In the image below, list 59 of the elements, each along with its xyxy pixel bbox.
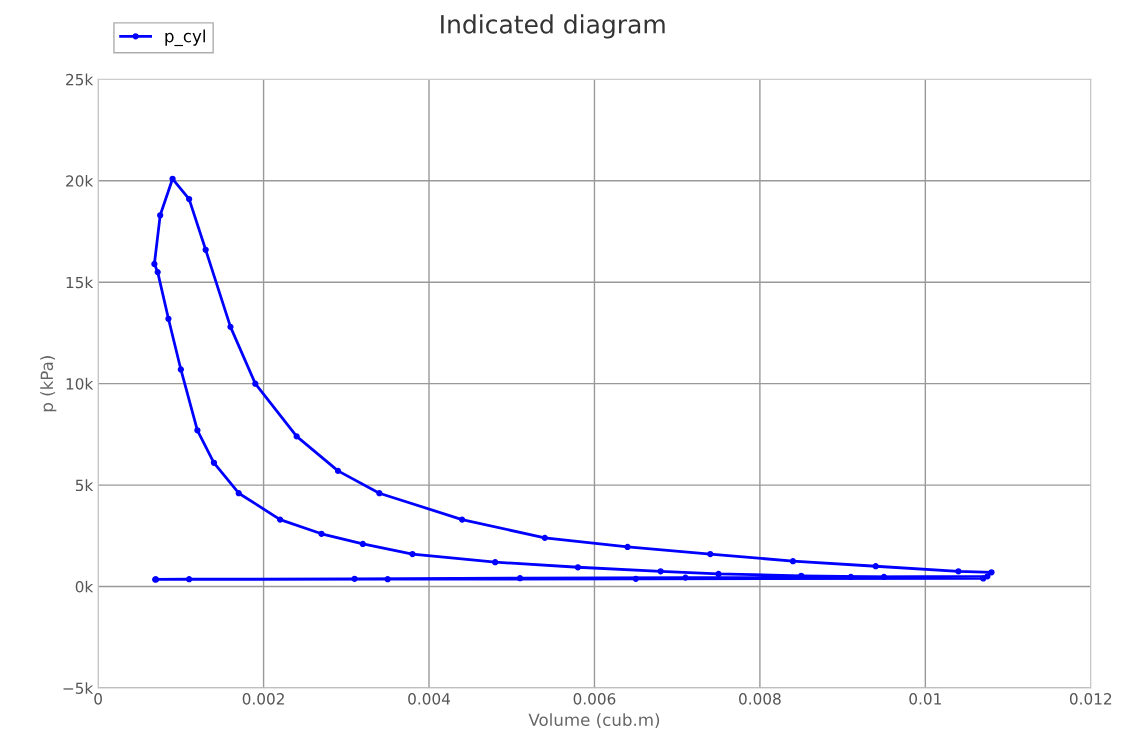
x-tick-label: 0 [94,693,102,705]
x-tick-label: 0.012 [1069,693,1112,705]
x-tick-label: 0.008 [739,693,781,705]
point [351,575,358,582]
point [359,540,366,548]
point [847,573,855,581]
y-tick-label: 15k [66,276,94,289]
legend-label: p_cyl [165,29,205,47]
chart-title: Indicated diagram [441,14,665,39]
point [409,550,416,558]
point [165,315,172,322]
point [227,323,234,330]
point [202,246,209,253]
point [624,543,631,551]
point [169,175,176,182]
point [458,516,466,523]
point [715,570,722,578]
y-tick-label: 20k [66,175,94,187]
y-tick-label: 25k [66,73,94,86]
point [252,380,259,387]
point [157,212,164,219]
x-tick-label: 0.006 [573,693,616,705]
point [492,559,499,566]
point [276,516,284,523]
point [151,260,158,268]
point [707,550,714,558]
point [955,568,962,575]
point [880,573,888,581]
point [384,576,391,583]
point [574,564,582,571]
y-axis-title: p (kPa) [40,356,57,412]
point [376,490,383,497]
point [516,575,524,582]
point [789,558,797,565]
x-tick-label: 0.004 [408,693,451,705]
point [186,576,193,583]
point [872,563,879,570]
y-tick-label: 5k [75,479,94,492]
point [682,574,689,581]
point [334,467,342,475]
x-tick-label: 0.002 [242,693,284,705]
y-tick-label: 0k [75,580,94,593]
point [186,195,193,203]
point [194,427,201,434]
x-axis-title: Volume (cub.m) [528,713,660,729]
point [235,490,242,497]
point [154,268,161,276]
x-tick-label: 0.01 [909,693,941,705]
point [632,575,639,582]
point [541,534,548,541]
point [318,530,325,537]
point [657,568,664,575]
y-tick-label: 10k [66,377,94,390]
point [984,573,991,580]
y-tick-label: −5k [63,682,94,694]
point [210,459,218,466]
point [293,433,300,440]
point [177,366,184,373]
point [988,569,995,576]
